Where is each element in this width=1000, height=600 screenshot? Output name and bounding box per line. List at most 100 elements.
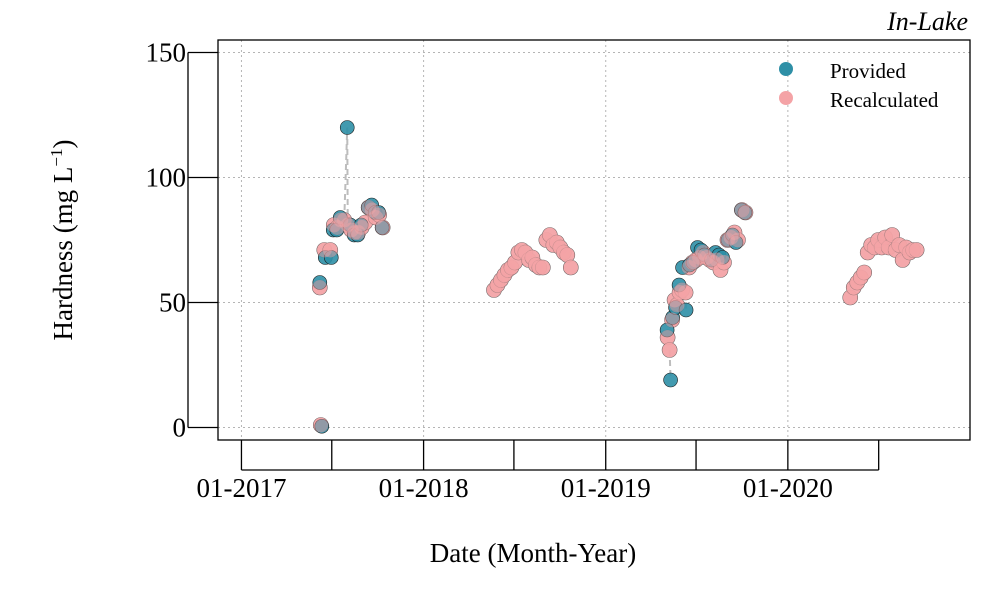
- panel-label: In-Lake: [886, 7, 968, 36]
- point-recalculated-overlay: [313, 417, 329, 433]
- point-provided: [671, 277, 687, 293]
- point-recalculated-overlay: [723, 230, 739, 245]
- point-recalculated-overlay: [730, 232, 746, 248]
- legend-label-provided: Provided: [830, 59, 906, 83]
- point-provided: [339, 120, 355, 135]
- point-provided: [737, 205, 753, 220]
- point-recalculated-overlay: [531, 260, 547, 275]
- point-recalculated-overlay: [905, 242, 921, 258]
- y-tick-label: 0: [173, 413, 187, 443]
- legend-marker-provided: [779, 62, 793, 76]
- point-recalculated-overlay: [692, 250, 708, 265]
- point-recalculated-overlay: [860, 245, 876, 260]
- point-recalculated-overlay: [856, 265, 872, 280]
- point-recalculated-overlay: [542, 227, 558, 243]
- point-recalculated-overlay: [712, 262, 728, 278]
- connector-line: [343, 127, 349, 221]
- point-recalculated-overlay: [538, 232, 554, 248]
- point-recalculated-overlay: [842, 290, 858, 305]
- point-recalculated-overlay: [669, 297, 685, 313]
- axis-layer: 0 50 100 150 01-2017 01-2018 01-2019 01-2020: [146, 38, 880, 503]
- point-recalculated-overlay: [545, 237, 561, 253]
- point-recalculated-overlay: [326, 217, 342, 233]
- point-recalculated-overlay: [507, 255, 523, 270]
- y-tick-label: 50: [159, 288, 186, 318]
- point-recalculated-overlay: [881, 240, 897, 255]
- point-recalculated-overlay: [489, 277, 505, 293]
- point-recalculated-overlay: [664, 312, 680, 328]
- point-recalculated-overlay: [688, 252, 704, 268]
- point-provided: [663, 372, 678, 388]
- point-recalculated-overlay: [898, 240, 914, 255]
- point-recalculated-overlay: [521, 252, 537, 268]
- x-tick-label: 01-2019: [561, 473, 651, 503]
- point-recalculated-overlay: [350, 225, 366, 240]
- point-recalculated-overlay: [556, 245, 572, 260]
- point-recalculated-overlay: [563, 260, 579, 275]
- point-recalculated-overlay: [734, 202, 750, 218]
- point-recalculated-overlay: [877, 230, 893, 245]
- point-recalculated-overlay: [361, 200, 377, 215]
- point-recalculated-overlay: [340, 217, 356, 233]
- point-provided: [312, 275, 328, 290]
- point-recalculated-overlay: [336, 212, 352, 228]
- point-recalculated-overlay: [524, 250, 540, 265]
- point-recalculated-overlay: [343, 222, 359, 238]
- point-provided: [685, 255, 701, 270]
- point-recalculated-overlay: [695, 245, 711, 260]
- point-provided: [323, 250, 339, 265]
- point-recalculated-overlay: [685, 255, 701, 270]
- point-recalculated-overlay: [674, 282, 690, 298]
- point-recalculated: [562, 259, 579, 276]
- point-provided: [353, 217, 369, 233]
- point-recalculated-overlay: [678, 285, 694, 300]
- legend-label-recalculated: Recalculated: [830, 88, 939, 112]
- point-recalculated-overlay: [371, 207, 387, 223]
- point-recalculated-overlay: [884, 227, 900, 243]
- point-recalculated-overlay: [672, 285, 688, 300]
- point-recalculated-overlay: [895, 252, 911, 268]
- point-provided: [659, 322, 675, 338]
- point-recalculated-overlay: [559, 247, 575, 263]
- point-recalculated-overlay: [368, 210, 384, 225]
- point-recalculated-overlay: [354, 220, 370, 235]
- point-recalculated-overlay: [364, 202, 380, 218]
- point-recalculated-overlay: [891, 237, 907, 253]
- point-recalculated-overlay: [867, 240, 883, 255]
- point-recalculated-overlay: [347, 225, 363, 240]
- point-recalculated-overlay: [329, 220, 345, 235]
- y-tick-label: 150: [146, 38, 187, 68]
- point-provided: [728, 235, 744, 250]
- x-tick-label: 01-2018: [379, 473, 469, 503]
- point-recalculated-overlay: [535, 260, 551, 275]
- point-recalculated: [661, 342, 678, 358]
- point-recalculated-overlay: [870, 232, 886, 248]
- y-tick-label: 100: [146, 163, 187, 193]
- point-recalculated-overlay: [312, 280, 328, 295]
- point-recalculated-overlay: [510, 245, 526, 260]
- legend-marker-recalculated: [779, 91, 793, 105]
- point-recalculated-overlay: [699, 250, 715, 265]
- y-axis-label-main: Hardness (mg L: [48, 167, 78, 341]
- point-recalculated: [856, 264, 873, 281]
- series-recalculated: [311, 199, 925, 433]
- point-provided: [371, 205, 386, 220]
- point-recalculated-overlay: [667, 292, 683, 308]
- point-recalculated-overlay: [660, 330, 676, 345]
- point-recalculated-overlay: [702, 252, 718, 268]
- point-recalculated-overlay: [681, 260, 697, 275]
- point-recalculated-overlay: [909, 242, 925, 258]
- point-recalculated-overlay: [902, 245, 918, 260]
- plot-frame: [217, 39, 971, 441]
- point-recalculated-overlay: [500, 262, 516, 278]
- point-recalculated-overlay: [493, 272, 509, 288]
- y-axis-label: Hardness (mg L−1): [47, 139, 78, 340]
- point-recalculated: [908, 242, 925, 258]
- y-axis-label-superscript: −1: [47, 148, 66, 166]
- point-recalculated-overlay: [503, 260, 519, 275]
- point-provided: [332, 210, 348, 225]
- point-recalculated-overlay: [316, 242, 332, 258]
- point-recalculated-overlay: [549, 235, 565, 250]
- point-recalculated-overlay: [709, 252, 725, 268]
